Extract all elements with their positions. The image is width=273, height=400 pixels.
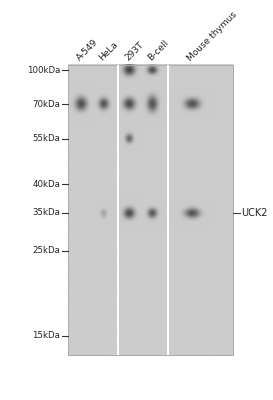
Text: 35kDa: 35kDa <box>32 208 60 217</box>
Bar <box>68 64 118 355</box>
Text: B-cell: B-cell <box>146 38 171 63</box>
Text: 40kDa: 40kDa <box>32 180 60 189</box>
Bar <box>168 64 233 355</box>
Bar <box>168 64 233 355</box>
Text: 25kDa: 25kDa <box>32 246 60 255</box>
Bar <box>167 64 169 355</box>
Text: A-549: A-549 <box>75 38 100 63</box>
Bar <box>68 64 118 355</box>
Text: UCK2: UCK2 <box>241 208 267 218</box>
Bar <box>118 64 168 355</box>
Text: 293T: 293T <box>123 40 146 63</box>
Text: 100kDa: 100kDa <box>27 66 60 75</box>
Text: 55kDa: 55kDa <box>32 134 60 143</box>
Text: 70kDa: 70kDa <box>32 100 60 109</box>
Text: Mouse thymus: Mouse thymus <box>186 10 239 63</box>
Text: 15kDa: 15kDa <box>32 332 60 340</box>
Bar <box>118 64 168 355</box>
Text: HeLa: HeLa <box>98 40 120 63</box>
Bar <box>117 64 119 355</box>
